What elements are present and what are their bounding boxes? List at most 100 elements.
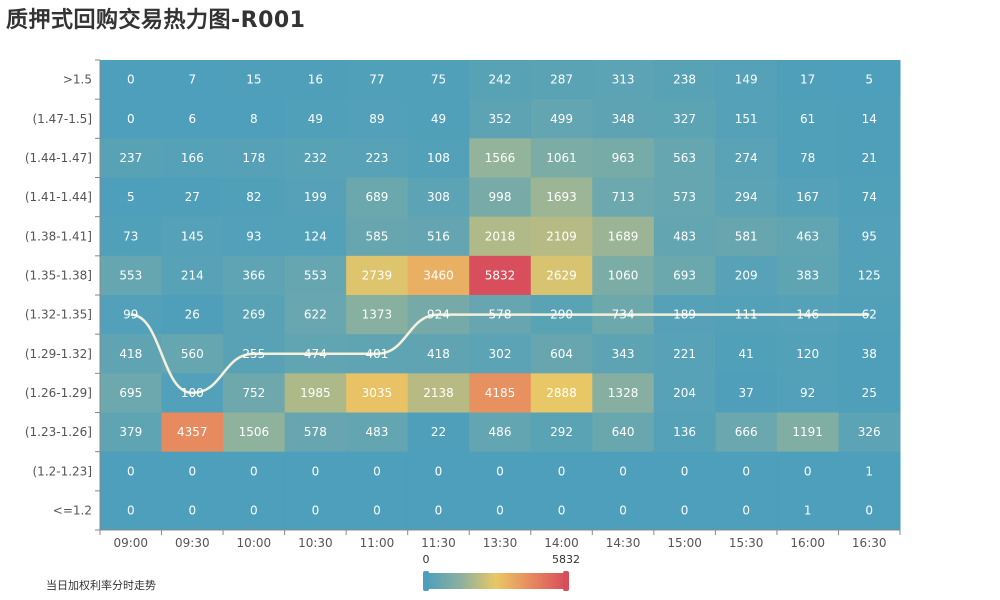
heatmap-cell[interactable]	[776, 373, 839, 413]
heatmap-cell[interactable]	[838, 60, 901, 100]
heatmap-cell[interactable]	[161, 216, 224, 257]
heatmap-cell[interactable]	[407, 490, 470, 531]
heatmap-cell[interactable]	[469, 451, 532, 492]
heatmap-cell[interactable]	[776, 99, 839, 139]
heatmap-cell[interactable]	[407, 138, 470, 178]
heatmap-cell[interactable]	[161, 60, 224, 100]
heatmap-cell[interactable]	[100, 216, 163, 257]
heatmap-cell[interactable]	[100, 412, 163, 453]
heatmap-cell[interactable]	[469, 216, 532, 257]
heatmap-cell[interactable]	[161, 334, 224, 374]
heatmap-cell[interactable]	[346, 295, 409, 335]
heatmap-cell[interactable]	[407, 255, 470, 296]
heatmap-cell[interactable]	[223, 177, 286, 218]
heatmap-cell[interactable]	[592, 490, 655, 531]
heatmap-cell[interactable]	[223, 412, 286, 453]
heatmap-cell[interactable]	[838, 255, 901, 296]
heatmap-cell[interactable]	[715, 138, 778, 178]
heatmap-cell[interactable]	[100, 60, 163, 100]
visual-map-min-handle[interactable]	[423, 571, 429, 591]
heatmap-cell[interactable]	[161, 177, 224, 218]
heatmap-cell[interactable]	[407, 373, 470, 413]
heatmap-cell[interactable]	[838, 177, 901, 218]
heatmap-cell[interactable]	[653, 60, 716, 100]
heatmap-cell[interactable]	[715, 255, 778, 296]
heatmap-cell[interactable]	[838, 373, 901, 413]
heatmap-cell[interactable]	[530, 60, 593, 100]
heatmap-cell[interactable]	[653, 255, 716, 296]
heatmap-cell[interactable]	[653, 138, 716, 178]
heatmap-cell[interactable]	[530, 334, 593, 374]
heatmap-cell[interactable]	[715, 490, 778, 531]
heatmap-cell[interactable]	[346, 490, 409, 531]
heatmap-cell[interactable]	[530, 177, 593, 218]
heatmap-cell[interactable]	[592, 99, 655, 139]
heatmap-cell[interactable]	[284, 216, 347, 257]
heatmap-cell[interactable]	[284, 138, 347, 178]
heatmap-cell[interactable]	[838, 490, 901, 531]
heatmap-cell[interactable]	[715, 373, 778, 413]
heatmap-cell[interactable]	[592, 451, 655, 492]
heatmap-cell[interactable]	[223, 295, 286, 335]
heatmap-cell[interactable]	[407, 99, 470, 139]
heatmap-cell[interactable]	[469, 99, 532, 139]
heatmap-cell[interactable]	[346, 373, 409, 413]
heatmap-cell[interactable]	[161, 295, 224, 335]
heatmap-cell[interactable]	[161, 99, 224, 139]
heatmap-cell[interactable]	[100, 255, 163, 296]
heatmap-cell[interactable]	[284, 490, 347, 531]
heatmap-cell[interactable]	[161, 255, 224, 296]
heatmap-cell[interactable]	[469, 334, 532, 374]
heatmap-cell[interactable]	[223, 60, 286, 100]
heatmap-cell[interactable]	[469, 60, 532, 100]
heatmap-cell[interactable]	[100, 334, 163, 374]
heatmap-cell[interactable]	[407, 412, 470, 453]
heatmap-cell[interactable]	[715, 60, 778, 100]
heatmap-cell[interactable]	[530, 138, 593, 178]
heatmap-cell[interactable]	[100, 451, 163, 492]
heatmap-cell[interactable]	[838, 412, 901, 453]
heatmap-cell[interactable]	[653, 99, 716, 139]
heatmap-cell[interactable]	[530, 255, 593, 296]
heatmap-cell[interactable]	[592, 177, 655, 218]
heatmap-cell[interactable]	[838, 138, 901, 178]
heatmap-cell[interactable]	[715, 334, 778, 374]
heatmap-cell[interactable]	[530, 216, 593, 257]
heatmap-cell[interactable]	[469, 412, 532, 453]
heatmap-cell[interactable]	[838, 334, 901, 374]
heatmap-cell[interactable]	[223, 490, 286, 531]
heatmap-cell[interactable]	[653, 373, 716, 413]
heatmap-cell[interactable]	[346, 60, 409, 100]
heatmap-cell[interactable]	[100, 99, 163, 139]
heatmap-cell[interactable]	[530, 99, 593, 139]
heatmap-cell[interactable]	[346, 451, 409, 492]
heatmap-cell[interactable]	[407, 177, 470, 218]
heatmap-cell[interactable]	[284, 295, 347, 335]
heatmap-cell[interactable]	[346, 255, 409, 296]
heatmap-cell[interactable]	[653, 451, 716, 492]
heatmap-cell[interactable]	[407, 216, 470, 257]
heatmap-cell[interactable]	[284, 451, 347, 492]
heatmap-cell[interactable]	[223, 99, 286, 139]
heatmap-cell[interactable]	[776, 255, 839, 296]
heatmap-cell[interactable]	[592, 255, 655, 296]
heatmap-cell[interactable]	[161, 412, 224, 453]
heatmap-cell[interactable]	[100, 490, 163, 531]
heatmap-cell[interactable]	[161, 138, 224, 178]
visual-map-max-handle[interactable]	[563, 571, 569, 591]
heatmap-cell[interactable]	[223, 138, 286, 178]
visual-map[interactable]: 0 5832	[423, 553, 581, 591]
heatmap-cell[interactable]	[161, 490, 224, 531]
heatmap-cell[interactable]	[284, 99, 347, 139]
heatmap-cell[interactable]	[838, 451, 901, 492]
heatmap-cell[interactable]	[715, 99, 778, 139]
heatmap-cell[interactable]	[223, 255, 286, 296]
heatmap-cell[interactable]	[407, 451, 470, 492]
heatmap-cell[interactable]	[776, 334, 839, 374]
heatmap-cell[interactable]	[715, 412, 778, 453]
heatmap-cell[interactable]	[653, 334, 716, 374]
heatmap-cell[interactable]	[715, 216, 778, 257]
heatmap-cell[interactable]	[592, 334, 655, 374]
heatmap-cell[interactable]	[592, 216, 655, 257]
visual-map-bar[interactable]	[426, 573, 566, 589]
